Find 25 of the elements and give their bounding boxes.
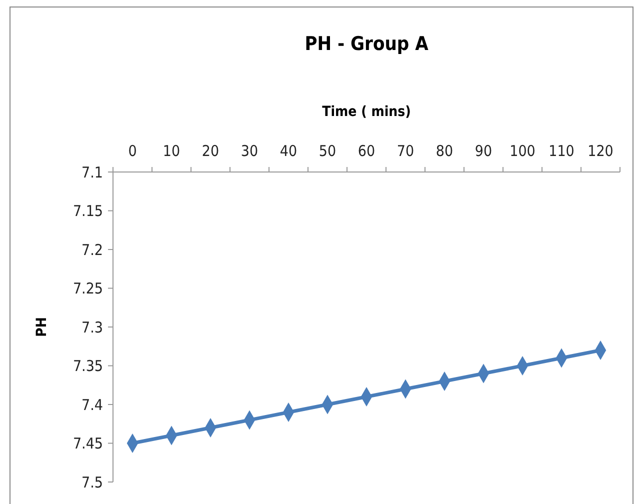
- x-tick-label: 50: [318, 142, 336, 160]
- x-tick-label: 80: [436, 142, 454, 160]
- x-tick-label: 120: [588, 142, 614, 160]
- y-tick-label: 7.1: [82, 163, 103, 182]
- x-tick-label: 30: [240, 142, 258, 160]
- x-tick-label: 10: [162, 142, 180, 160]
- x-tick-label: 90: [474, 142, 492, 160]
- y-tick-label: 7.2: [82, 240, 103, 259]
- y-tick-label: 7.15: [72, 202, 103, 220]
- y-tick-label: 7.25: [72, 280, 103, 298]
- chart-title: PH - Group A: [304, 33, 430, 55]
- y-tick-label: 7.3: [82, 318, 103, 336]
- x-tick-label: 40: [280, 142, 298, 160]
- y-axis-title: PH: [34, 317, 50, 337]
- y-tick-label: 7.5: [82, 473, 103, 492]
- x-tick-label: 110: [548, 142, 574, 160]
- x-tick-label: 60: [358, 142, 376, 160]
- x-tick-label: 70: [396, 142, 414, 160]
- x-tick-label: 0: [128, 142, 137, 160]
- x-axis-title: Time ( mins): [322, 104, 411, 120]
- y-tick-label: 7.35: [72, 357, 103, 375]
- x-tick-label: 100: [510, 142, 536, 160]
- x-tick-label: 20: [202, 142, 220, 160]
- y-tick-label: 7.45: [72, 434, 103, 452]
- y-tick-label: 7.4: [82, 396, 103, 414]
